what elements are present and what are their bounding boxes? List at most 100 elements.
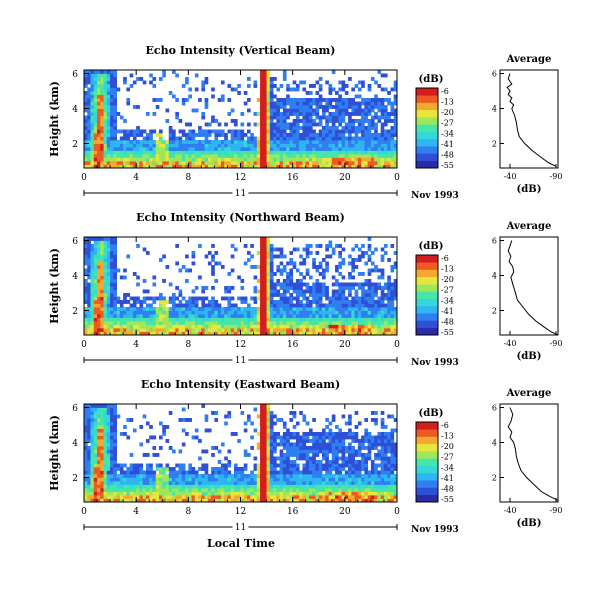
heatmap-cell	[263, 293, 267, 297]
heatmap-cell	[266, 435, 271, 440]
heatmap-cell	[185, 328, 189, 332]
heatmap-cell	[84, 129, 88, 134]
heatmap-cell	[211, 481, 215, 485]
heatmap-cell	[198, 126, 202, 130]
heatmap-cell	[357, 122, 362, 127]
heatmap-cell	[201, 303, 206, 308]
heatmap-cell	[97, 296, 101, 301]
heatmap-cell	[292, 136, 297, 141]
heatmap-cell	[344, 136, 349, 141]
heatmap-cell	[308, 481, 313, 485]
heatmap-cell	[207, 484, 212, 489]
heatmap-cell	[331, 467, 336, 471]
heatmap-cell	[132, 463, 137, 468]
heatmap-cell	[367, 119, 372, 123]
heatmap-cell	[145, 331, 150, 336]
heatmap-cell	[292, 481, 297, 485]
heatmap-cell	[374, 303, 378, 308]
heatmap-cell	[103, 122, 108, 127]
heatmap-cell	[123, 136, 127, 141]
heatmap-cell	[390, 150, 395, 155]
heatmap-cell	[279, 470, 284, 475]
heatmap-cell	[295, 129, 300, 134]
heatmap-cell	[172, 293, 176, 297]
heatmap-cell	[279, 300, 284, 304]
heatmap-cell	[328, 150, 333, 155]
heatmap-cell	[328, 467, 333, 471]
heatmap-cell	[351, 310, 356, 315]
heatmap-cell	[292, 328, 297, 332]
heatmap-cell	[266, 80, 271, 85]
heatmap-cell	[250, 307, 254, 311]
heatmap-cell	[361, 324, 365, 329]
heatmap-cell	[302, 140, 307, 144]
heatmap-cell	[110, 428, 114, 433]
heatmap-cell	[191, 317, 196, 322]
heatmap-cell	[204, 495, 209, 499]
heatmap-cell	[113, 453, 117, 457]
heatmap-cell	[175, 321, 179, 325]
heatmap-cell	[136, 140, 140, 144]
heatmap-cell	[152, 314, 157, 318]
heatmap-cell	[276, 328, 281, 332]
heatmap-cell	[194, 310, 199, 315]
heatmap-cell	[181, 140, 186, 144]
heatmap-cell	[292, 474, 297, 478]
heatmap-cell	[155, 474, 160, 478]
heatmap-cell	[335, 439, 339, 443]
heatmap-cell	[136, 484, 140, 489]
heatmap-cell	[282, 314, 287, 318]
heatmap-cell	[269, 254, 274, 259]
heatmap-cell	[315, 321, 320, 325]
heatmap-cell	[312, 154, 316, 158]
heatmap-cell	[338, 150, 342, 155]
heatmap-cell	[377, 331, 382, 336]
heatmap-cell	[325, 126, 329, 130]
heatmap-cell	[211, 268, 215, 273]
heatmap-cell	[247, 418, 251, 422]
heatmap-cell	[367, 258, 372, 262]
heatmap-cell	[103, 467, 108, 471]
panel-northward: Echo Intensity (Northward Beam)246Height…	[48, 211, 562, 368]
heatmap-cell	[103, 404, 108, 408]
heatmap-cell	[93, 261, 98, 266]
heatmap-cell	[263, 282, 267, 287]
heatmap-cell	[289, 411, 294, 415]
heatmap-cell	[364, 314, 369, 318]
heatmap-cell	[230, 157, 235, 162]
heatmap-cell	[263, 425, 267, 429]
heatmap-cell	[295, 421, 300, 426]
heatmap-cell	[87, 495, 91, 499]
heatmap-cell	[325, 456, 329, 461]
heatmap-cell	[240, 477, 245, 482]
heatmap-cell	[322, 467, 326, 471]
heatmap-cell	[145, 251, 150, 255]
heatmap-cell	[331, 460, 336, 464]
heatmap-cell	[370, 150, 375, 155]
heatmap-cell	[227, 474, 232, 478]
heatmap-cell	[367, 268, 372, 273]
heatmap-cell	[145, 112, 150, 116]
heatmap-cell	[328, 474, 333, 478]
heatmap-cell	[295, 108, 300, 113]
heatmap-cell	[87, 154, 91, 158]
heatmap-cell	[84, 91, 88, 95]
heatmap-cell	[393, 87, 398, 92]
heatmap-cell	[279, 286, 284, 290]
heatmap-cell	[273, 488, 277, 492]
heatmap-cell	[292, 453, 297, 457]
heatmap-cell	[341, 324, 346, 329]
x-tick-label: 12	[235, 173, 246, 183]
heatmap-cell	[207, 314, 212, 318]
heatmap-cell	[295, 321, 300, 325]
heatmap-cell	[230, 161, 235, 165]
heatmap-cell	[149, 467, 153, 471]
heatmap-cell	[338, 140, 342, 144]
heatmap-cell	[126, 154, 131, 158]
heatmap-cell	[106, 474, 111, 478]
heatmap-cell	[279, 98, 284, 102]
heatmap-cell	[253, 474, 258, 478]
heatmap-cell	[149, 164, 153, 169]
heatmap-cell	[240, 300, 245, 304]
heatmap-cell	[93, 77, 98, 81]
